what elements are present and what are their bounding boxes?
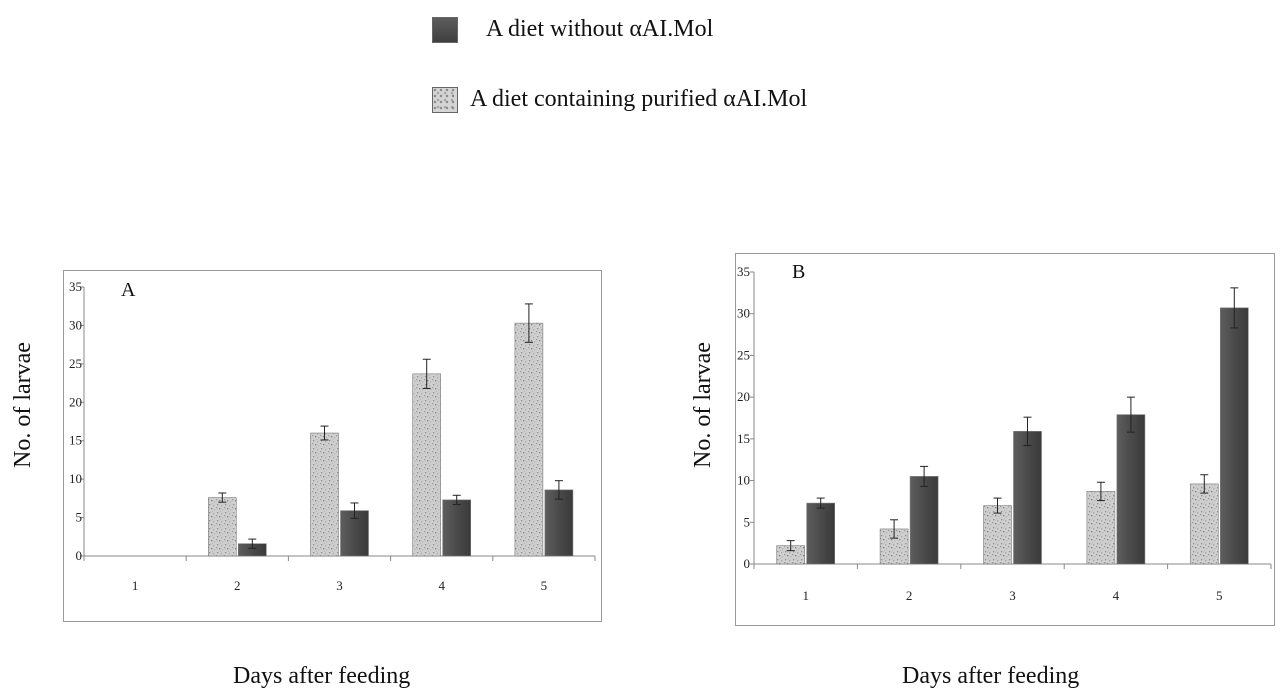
error-bar [320, 425, 329, 441]
x-tick-label: 5 [541, 578, 548, 593]
error-bar [452, 494, 461, 506]
error-bar [524, 303, 533, 343]
bar-dark-day-1 [806, 502, 835, 565]
error-bar [350, 502, 359, 519]
bar-speckle-day-4 [412, 373, 442, 557]
y-tick-label: 5 [76, 510, 83, 525]
bar-speckle-day-5 [514, 322, 544, 557]
error-bar [554, 480, 563, 500]
y-tick-label: 15 [69, 433, 82, 448]
x-axis-label-b: Days after feeding [902, 663, 1080, 689]
error-bar [422, 358, 431, 389]
y-axis-label-a: No. of larvae [10, 342, 36, 468]
bar-speckle-day-3 [983, 505, 1012, 565]
x-tick-label: 2 [234, 578, 241, 593]
bar-dark-day-5 [1219, 307, 1249, 565]
y-tick-label: 5 [744, 514, 751, 529]
y-tick-label: 10 [737, 473, 750, 488]
bar-dark-day-3 [1013, 431, 1042, 565]
legend-label-purified: A diet containing purified αAI.Mol [470, 86, 808, 112]
bar-dark-day-5 [544, 489, 574, 557]
x-tick-label: 1 [802, 588, 809, 603]
y-axis-label-b: No. of larvae [690, 342, 716, 468]
y-tick-label: 30 [737, 306, 750, 321]
legend-item-without: A diet without αAI.Mol [432, 16, 713, 43]
y-tick-label: 0 [744, 556, 751, 571]
y-tick-label: 15 [737, 431, 750, 446]
y-tick-label: 10 [69, 471, 82, 486]
x-tick-label: 4 [1113, 588, 1120, 603]
x-tick-label: 4 [438, 578, 445, 593]
error-bar [1230, 287, 1239, 329]
panel-letter-b: B [792, 261, 805, 283]
y-tick-label: 20 [69, 394, 82, 409]
y-tick-label: 20 [737, 389, 750, 404]
x-tick-label: 3 [336, 578, 343, 593]
bar-speckle-day-3 [310, 432, 339, 557]
bar-dark-day-4 [442, 499, 472, 557]
error-bar [816, 497, 825, 509]
legend: A diet without αAI.Mol A diet containing… [0, 0, 1287, 140]
legend-swatch-speckle [432, 86, 458, 113]
legend-label-without: A diet without αAI.Mol [486, 16, 714, 42]
y-tick-label: 30 [69, 317, 82, 332]
chart-b-svg: 0 5 10 15 20 25 30 35 1 2 3 4 5 B [737, 261, 1272, 603]
chart-a-svg: 0 5 10 15 20 25 30 35 1 2 3 4 5 A [69, 279, 596, 593]
error-bar [1200, 474, 1209, 494]
legend-item-purified: A diet containing purified αAI.Mol [432, 86, 807, 113]
y-tick-label: 35 [69, 279, 82, 294]
x-axis-label-a: Days after feeding [233, 663, 411, 689]
panel-letter-a: A [121, 279, 136, 301]
x-tick-label: 1 [132, 578, 139, 593]
bar-speckle-day-2 [208, 497, 237, 557]
chart-panel-b: 0 5 10 15 20 25 30 35 1 2 3 4 5 B [735, 253, 1275, 626]
x-tick-label: 3 [1009, 588, 1016, 603]
y-tick-label: 25 [69, 356, 82, 371]
error-bar [1023, 416, 1032, 447]
bar-speckle-day-5 [1189, 483, 1219, 565]
error-bar [993, 497, 1002, 514]
bar-dark-day-4 [1116, 414, 1146, 565]
error-bar [248, 538, 257, 549]
error-bar [920, 465, 929, 487]
bar-speckle-day-2 [879, 528, 909, 565]
x-tick-label: 2 [906, 588, 913, 603]
y-tick-label: 35 [737, 264, 750, 279]
x-tick-label: 5 [1216, 588, 1223, 603]
chart-panel-a: 0 5 10 15 20 25 30 35 1 2 3 4 5 A [63, 270, 602, 622]
error-bar [218, 492, 227, 503]
y-tick-label: 0 [76, 548, 83, 563]
bar-speckle-day-4 [1086, 491, 1116, 565]
error-bar [1096, 481, 1105, 502]
legend-swatch-dark [432, 16, 458, 43]
y-tick-label: 25 [737, 347, 750, 362]
bar-dark-day-2 [909, 476, 939, 565]
error-bar [1126, 396, 1135, 433]
error-bar [890, 519, 899, 539]
error-bar [786, 540, 795, 552]
